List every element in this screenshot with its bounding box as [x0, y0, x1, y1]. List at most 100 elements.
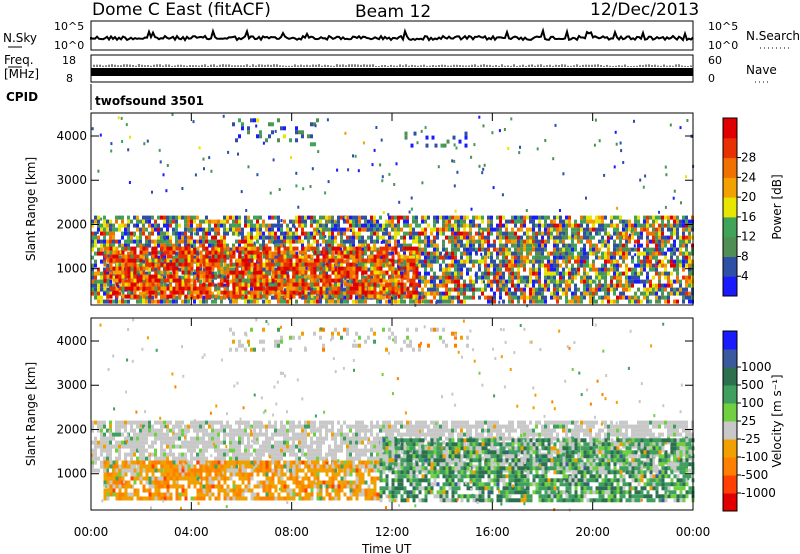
power-cell: [97, 251, 100, 256]
power-cell: [361, 227, 364, 232]
power-cell: [109, 299, 112, 304]
power-cell: [166, 299, 169, 304]
power-cell: [424, 259, 427, 264]
power-noise: [619, 141, 622, 145]
power-cell: [514, 247, 517, 252]
power-cell: [328, 231, 331, 236]
power-cell: [304, 270, 308, 275]
power-cell: [148, 290, 152, 295]
power-cell: [601, 299, 604, 304]
power-cell: [565, 231, 568, 236]
power-cell: [628, 247, 631, 252]
power-cell: [169, 283, 172, 288]
power-cell: [133, 274, 137, 279]
power-cell: [382, 239, 385, 244]
power-cell: [556, 267, 559, 272]
power-cell: [463, 227, 466, 232]
power-cell: [154, 254, 158, 259]
power-cell: [427, 279, 430, 284]
power-cell: [241, 262, 245, 267]
nsky-label: N.Sky: [3, 31, 37, 45]
power-cell: [451, 295, 454, 300]
power-cell: [559, 287, 562, 292]
power-cell: [619, 263, 622, 268]
power-cell: [556, 271, 559, 276]
power-cell: [634, 299, 637, 304]
power-cell: [517, 283, 520, 288]
power-cell: [454, 287, 457, 292]
power-cell: [664, 271, 667, 276]
velocity-cell: [100, 448, 103, 453]
power-cell: [337, 282, 341, 287]
power-cell: [316, 262, 320, 267]
power-noise: [609, 234, 612, 238]
power-cell: [331, 254, 335, 259]
power-cell: [550, 251, 553, 256]
power-cell: [241, 274, 245, 279]
power-cell: [643, 291, 646, 296]
power-cell: [409, 294, 413, 299]
power-cell: [652, 283, 655, 288]
power-cell: [313, 295, 316, 300]
power-cell: [358, 286, 362, 291]
power-cell: [424, 243, 427, 248]
power-cell: [610, 251, 613, 256]
power-cell: [187, 258, 191, 263]
power-cell: [601, 235, 604, 240]
velocity-cell: [103, 432, 106, 437]
power-cell: [160, 278, 164, 283]
power-cell: [322, 266, 326, 271]
power-cell: [235, 138, 238, 143]
power-cell: [178, 215, 181, 220]
power-cell: [238, 286, 242, 291]
velocity-cell: [100, 428, 103, 433]
power-noise: [318, 251, 321, 255]
power-cell: [97, 299, 100, 304]
power-cell: [646, 231, 649, 236]
velocity-cell: [130, 456, 133, 461]
power-noise: [203, 268, 206, 272]
power-cell: [175, 255, 178, 260]
power-noise: [453, 184, 456, 188]
power-cell: [274, 246, 278, 251]
power-cell: [205, 266, 209, 271]
power-cell: [553, 239, 556, 244]
power-cell: [631, 235, 634, 240]
power-cell: [94, 239, 97, 244]
power-noise: [312, 249, 315, 253]
power-cell: [208, 270, 212, 275]
velocity-cell: [154, 456, 157, 461]
power-cell: [448, 295, 451, 300]
power-cell: [589, 291, 592, 296]
power-cell: [259, 215, 262, 220]
power-cell: [412, 262, 416, 267]
power-cell: [502, 215, 505, 220]
power-cell: [235, 239, 238, 244]
power-cell: [487, 219, 490, 224]
power-cell: [337, 266, 341, 271]
power-cell: [553, 251, 556, 256]
power-cell: [604, 251, 607, 256]
power-cell: [328, 295, 331, 300]
power-cell: [394, 278, 398, 283]
power-cell: [406, 258, 410, 263]
power-cell: [490, 231, 493, 236]
power-cell: [601, 227, 604, 232]
power-cell: [259, 282, 263, 287]
power-cell: [181, 254, 185, 259]
power-cell: [109, 254, 113, 259]
power-cell: [295, 270, 299, 275]
velocity-cell: [124, 436, 127, 441]
power-cell: [337, 294, 341, 299]
power-cell: [364, 270, 368, 275]
power-cell: [442, 239, 445, 244]
power-cell: [574, 223, 577, 228]
power-cell: [403, 266, 407, 271]
power-cell: [343, 219, 346, 224]
power-cell: [208, 255, 211, 260]
power-cell: [385, 262, 389, 267]
power-cell: [466, 215, 469, 220]
title-center: Beam 12: [355, 2, 431, 22]
power-cell: [415, 282, 419, 287]
power-cell: [100, 259, 103, 264]
